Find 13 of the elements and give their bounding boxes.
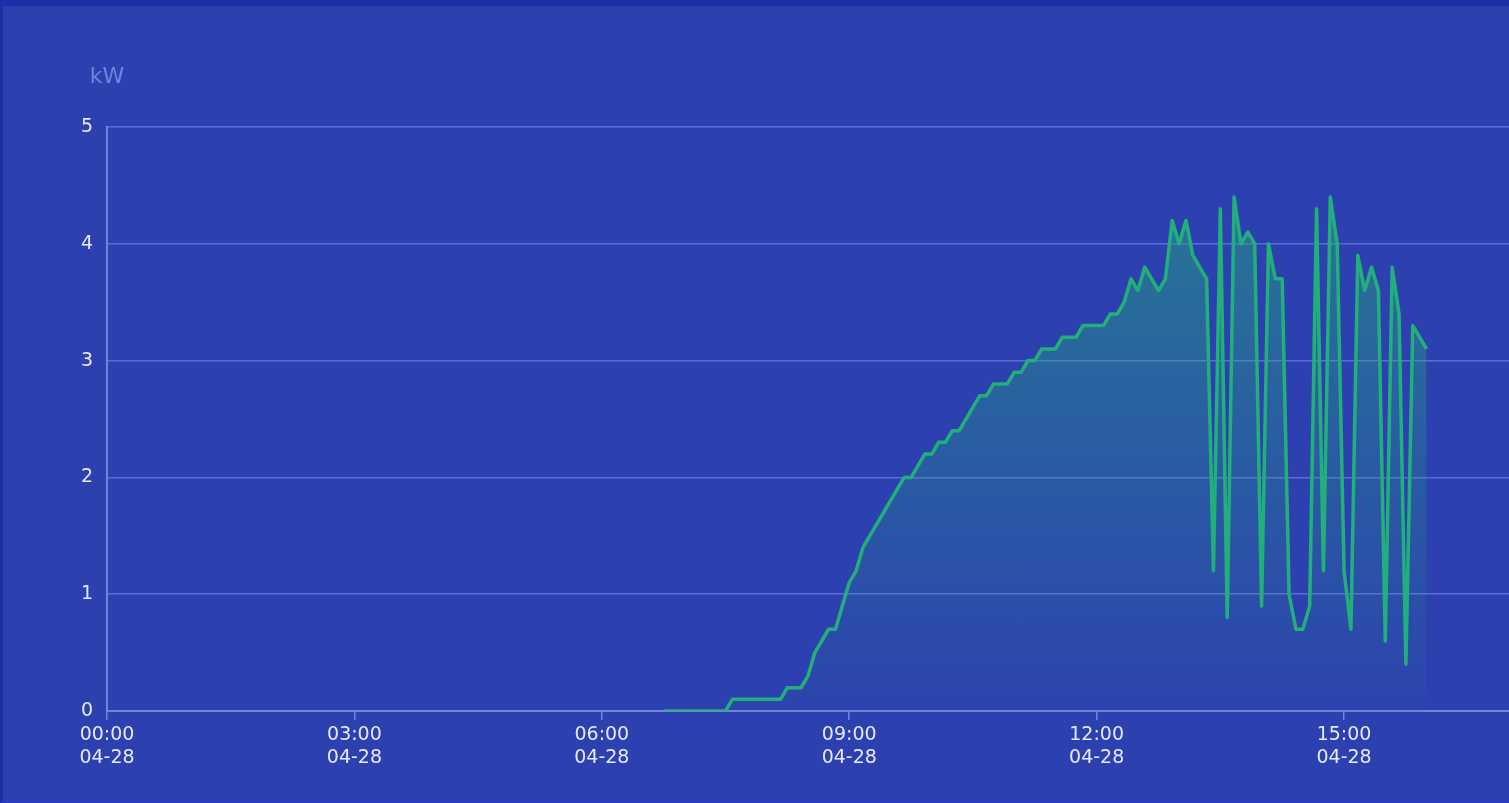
y-tick-label: 5 [80, 113, 93, 136]
x-tick-label: 00:00 04-28 [79, 722, 135, 768]
x-tick-label: 15:00 04-28 [1316, 722, 1372, 768]
x-tick-label: 06:00 04-28 [574, 722, 630, 768]
x-tick-label: 03:00 04-28 [326, 722, 383, 768]
y-tick-label: 2 [80, 464, 93, 487]
y-axis-title: kW [89, 62, 125, 88]
y-tick-label: 4 [80, 230, 93, 253]
x-tick-label: 09:00 04-28 [821, 722, 877, 768]
y-tick-label: 3 [80, 347, 93, 370]
x-tick-label: 12:00 04-28 [1069, 722, 1125, 768]
y-tick-label: 1 [80, 581, 93, 604]
y-tick-label: 0 [80, 697, 93, 720]
